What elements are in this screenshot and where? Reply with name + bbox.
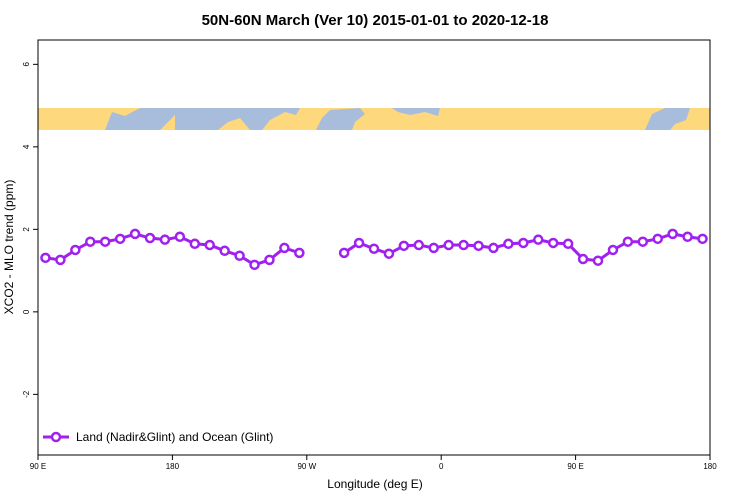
y-axis-label: XCO2 - MLO trend (ppm)	[2, 180, 16, 315]
point	[503, 238, 514, 250]
x-tick-label: 90 W	[297, 462, 316, 471]
y-tick-label: 0	[22, 309, 31, 314]
point	[458, 239, 469, 251]
point	[428, 242, 439, 254]
y-tick-label: 4	[22, 144, 31, 149]
point	[562, 238, 574, 250]
point	[264, 254, 275, 266]
y-tick-label: 2	[22, 227, 31, 232]
point	[338, 247, 350, 259]
x-axis-label: Longitude (deg E)	[327, 477, 422, 491]
point	[398, 240, 410, 252]
point	[592, 255, 604, 266]
point	[368, 243, 380, 254]
point	[279, 242, 290, 254]
point	[99, 236, 111, 247]
x-tick-label: 90 E	[30, 462, 46, 471]
point	[637, 236, 649, 247]
point	[129, 228, 141, 240]
x-tick-label: 180	[166, 462, 180, 471]
point	[159, 234, 171, 245]
point	[443, 239, 454, 251]
x-tick-label: 90 E	[567, 462, 583, 471]
x-tick-label: 0	[439, 462, 444, 471]
point	[682, 231, 693, 243]
point	[533, 234, 544, 245]
point	[383, 248, 395, 259]
point	[353, 237, 365, 249]
y-tick-label: 6	[22, 62, 31, 67]
point	[294, 247, 305, 259]
y-tick-label: -2	[22, 390, 31, 398]
point	[85, 236, 96, 247]
point	[652, 233, 663, 245]
point	[518, 237, 529, 249]
x-tick-label: 180	[703, 462, 717, 471]
legend-marker	[50, 431, 62, 443]
point	[234, 250, 245, 262]
point	[40, 252, 51, 264]
point	[577, 253, 589, 265]
point	[488, 242, 499, 254]
point	[697, 233, 708, 245]
point	[622, 236, 634, 247]
point	[144, 232, 156, 244]
legend-label: Land (Nadir&Glint) and Ocean (Glint)	[76, 430, 273, 444]
point	[249, 259, 260, 271]
point	[473, 240, 484, 252]
point	[114, 233, 126, 245]
point	[70, 244, 81, 256]
point	[413, 239, 425, 251]
point	[55, 254, 66, 266]
chart-title: 50N-60N March (Ver 10) 2015-01-01 to 202…	[202, 12, 549, 29]
point	[204, 239, 215, 251]
point	[547, 237, 559, 249]
point	[189, 238, 201, 250]
plot-frame	[37, 39, 711, 456]
point	[219, 245, 230, 257]
point	[607, 244, 619, 256]
series-line	[45, 232, 300, 267]
point	[667, 228, 678, 240]
point	[174, 231, 186, 243]
map-band	[38, 108, 710, 130]
